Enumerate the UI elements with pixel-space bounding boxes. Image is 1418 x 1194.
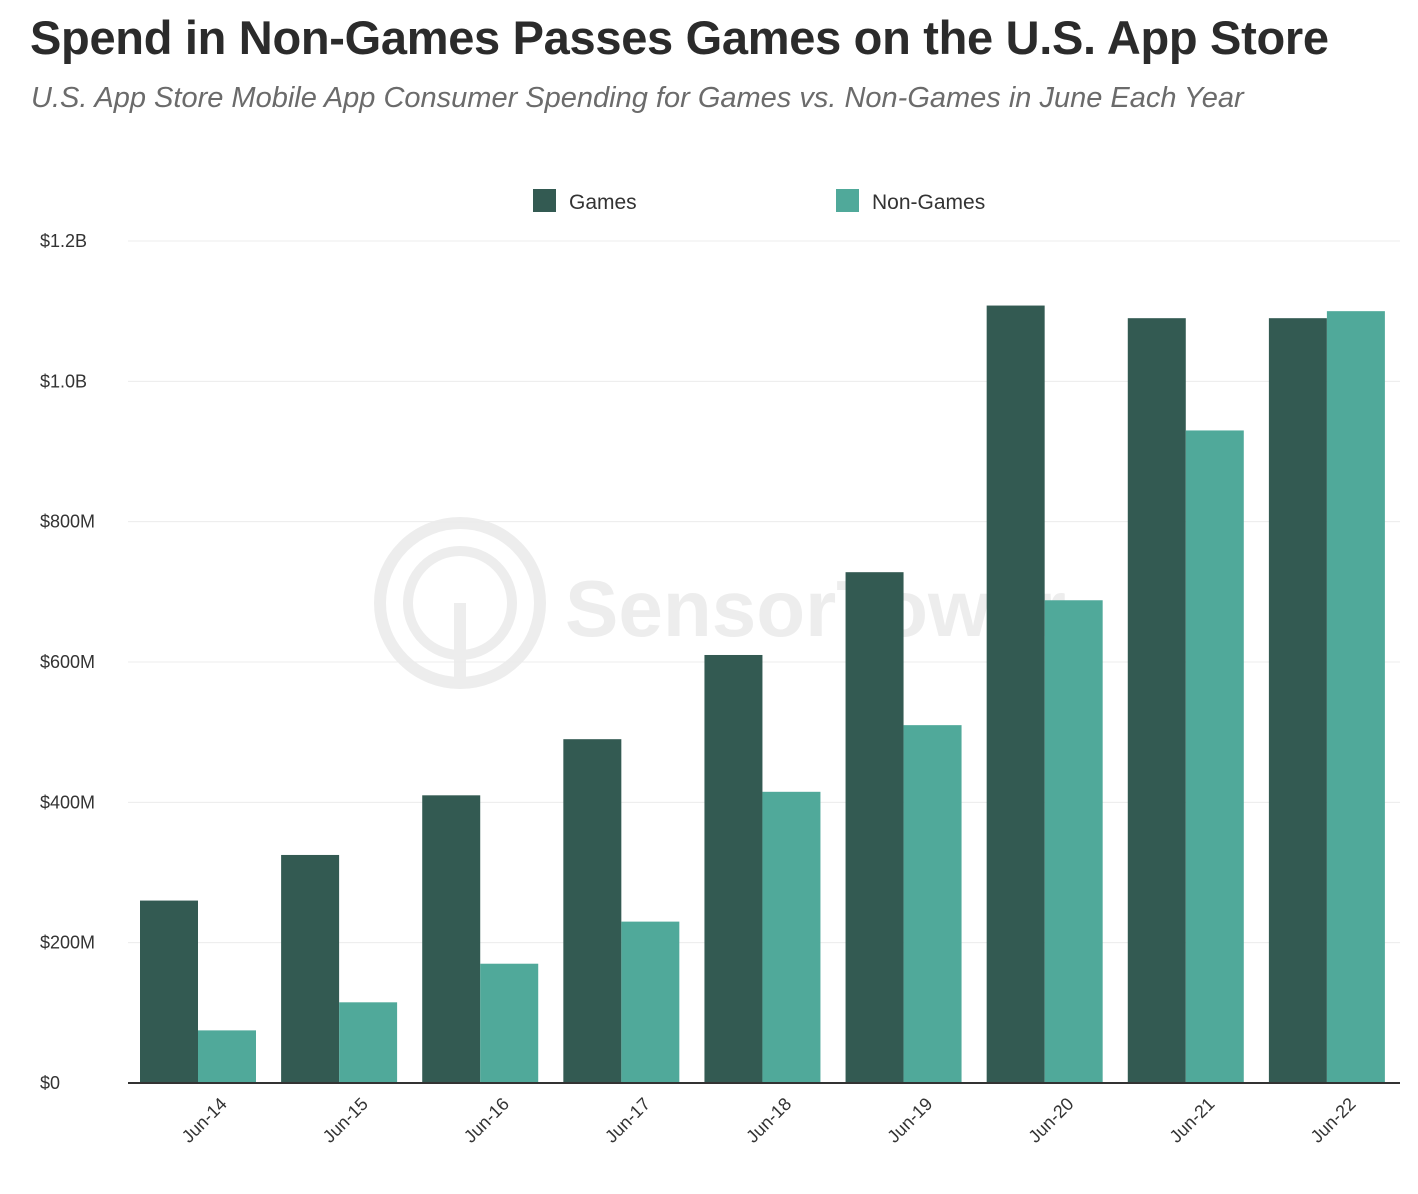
non-games-bar-jun-15 [339,1002,398,1083]
x-tick-label: Jun-22 [1307,1094,1360,1147]
legend: Games Non-Games [533,189,985,214]
y-tick-label: $1.0B [40,371,87,391]
games-bar-jun-17 [563,739,622,1083]
legend-swatch-games [533,189,556,212]
legend-label-non-games: Non-Games [872,191,985,214]
y-tick-label: $600M [40,652,95,672]
x-tick-label: Jun-16 [460,1094,513,1147]
watermark-text: SensorTower [565,564,1066,653]
non-games-bar-jun-21 [1185,430,1244,1083]
x-tick-label: Jun-21 [1166,1094,1219,1147]
y-tick-label: $800M [40,512,95,532]
legend-label-games: Games [569,191,637,214]
sensortower-watermark: SensorTower [374,517,1066,689]
y-axis-ticks: $0 $200M $400M $600M $800M $1.0B $1.2B [40,231,95,1093]
non-games-bar-jun-14 [198,1030,256,1083]
games-bar-jun-20 [986,305,1045,1083]
x-tick-label: Jun-20 [1024,1094,1077,1147]
non-games-bar-jun-22 [1326,311,1385,1084]
games-bar-jun-15 [281,854,340,1083]
bars [140,305,1385,1084]
y-tick-label: $400M [40,792,95,812]
games-bar-jun-18 [704,654,763,1083]
chart-title: Spend in Non-Games Passes Games on the U… [30,11,1329,64]
x-tick-label: Jun-14 [178,1094,231,1147]
games-bar-jun-19 [845,572,904,1083]
legend-swatch-non-games [836,189,859,212]
chart-subtitle: U.S. App Store Mobile App Consumer Spend… [31,82,1244,114]
non-games-bar-jun-16 [480,963,539,1083]
non-games-bar-jun-17 [621,921,680,1083]
x-axis-ticks: Jun-14 Jun-15 Jun-16 Jun-17 Jun-18 Jun-19 Jun-… [178,1094,1360,1147]
games-bar-jun-21 [1127,318,1186,1083]
non-games-bar-jun-18 [762,791,821,1083]
games-bar-jun-16 [422,795,481,1083]
watermark-logo-ring [374,517,546,689]
x-tick-label: Jun-19 [883,1094,936,1147]
y-tick-label: $200M [40,933,95,953]
y-tick-label: $0 [40,1073,60,1093]
y-tick-label: $1.2B [40,231,87,251]
non-games-bar-jun-20 [1044,600,1103,1083]
games-bar-jun-14 [140,900,198,1083]
non-games-bar-jun-19 [903,725,962,1083]
x-tick-label: Jun-15 [319,1094,372,1147]
x-tick-label: Jun-17 [601,1094,654,1147]
x-tick-label: Jun-18 [742,1094,795,1147]
games-bar-jun-22 [1268,318,1327,1083]
